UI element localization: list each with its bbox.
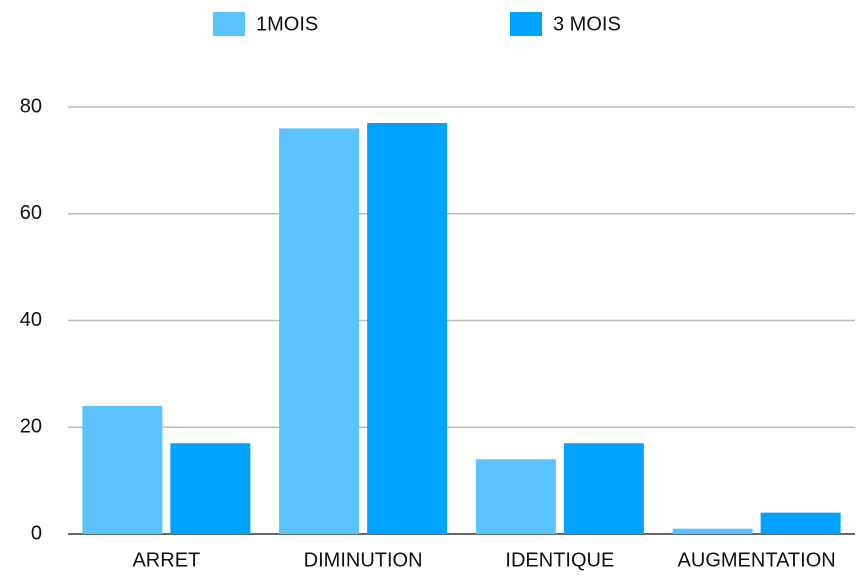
legend-swatch bbox=[510, 12, 542, 36]
y-tick-label: 80 bbox=[20, 95, 42, 117]
bar bbox=[170, 443, 251, 534]
legend-swatch bbox=[213, 12, 245, 36]
bar bbox=[279, 128, 360, 534]
bar bbox=[475, 459, 556, 534]
legend-label: 3 MOIS bbox=[553, 13, 621, 35]
legend-label: 1MOIS bbox=[256, 13, 318, 35]
x-tick-label: AUGMENTATION bbox=[678, 549, 836, 571]
y-tick-label: 20 bbox=[20, 416, 42, 438]
y-tick-label: 60 bbox=[20, 202, 42, 224]
y-tick-label: 40 bbox=[20, 309, 42, 331]
bar bbox=[82, 405, 163, 534]
bar bbox=[760, 512, 841, 534]
bar bbox=[563, 443, 644, 534]
x-tick-label: DIMINUTION bbox=[304, 549, 423, 571]
x-tick-label: ARRET bbox=[132, 549, 200, 571]
bar bbox=[367, 123, 448, 534]
y-tick-label: 0 bbox=[31, 522, 42, 544]
x-tick-label: IDENTIQUE bbox=[505, 549, 614, 571]
bar bbox=[672, 528, 753, 534]
